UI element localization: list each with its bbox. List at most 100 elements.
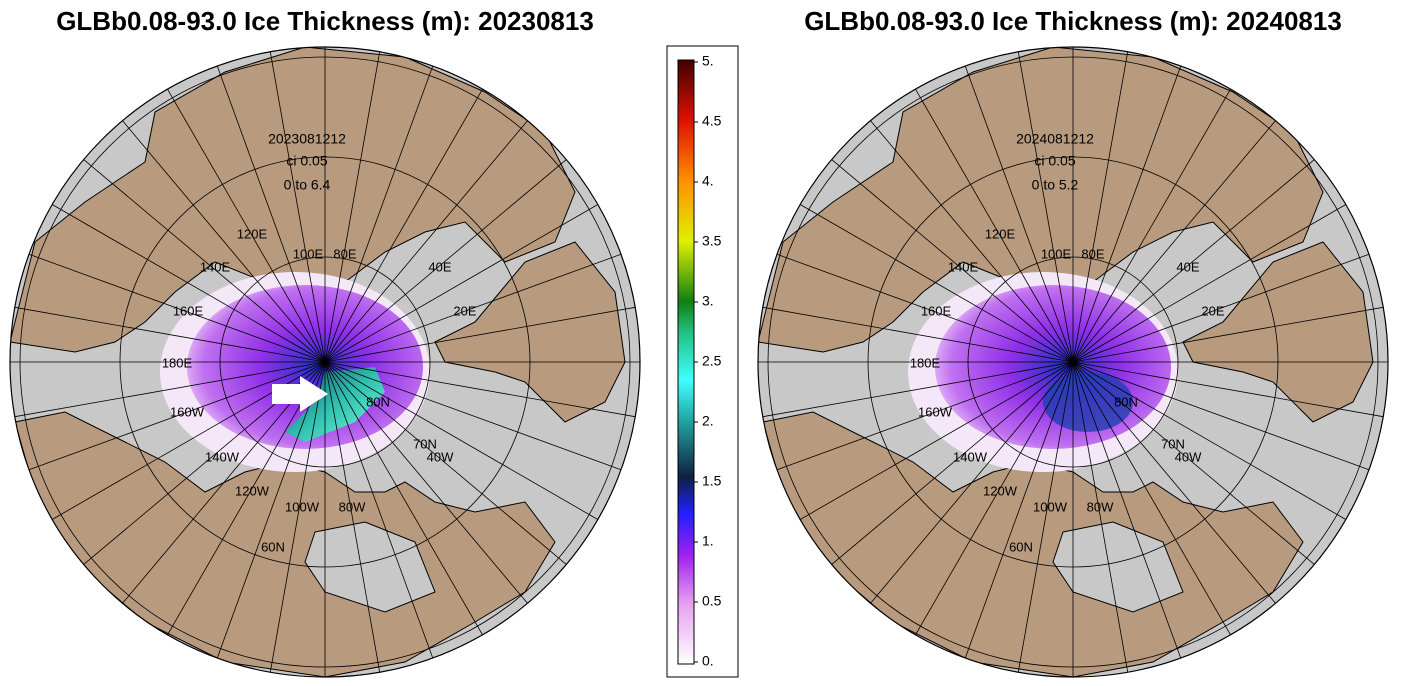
parallel (967, 256, 1179, 468)
map: GLBb0.08-93.0 Ice Thickness (m): 2023081… (9, 6, 641, 678)
meridian (324, 361, 528, 604)
colorbar-tick-label: 5. (702, 53, 714, 69)
graticule-label: 60N (261, 539, 285, 554)
colorbar: 5. 4.5 4. 3.5 3. 2.5 2. 1.5 1. 0.5 0. (666, 45, 739, 678)
land (434, 241, 626, 423)
meridian (269, 361, 326, 673)
meridian (324, 204, 598, 363)
graticule-label: 120E (985, 226, 1016, 241)
meridian (324, 361, 567, 565)
meridian (1072, 120, 1276, 363)
graticule-label: 100E (293, 246, 324, 261)
graticule-label: 40W (427, 449, 454, 464)
meridian (216, 65, 326, 363)
meridian (324, 51, 381, 363)
graticule-label: 80W (1087, 499, 1114, 514)
map-border (9, 46, 641, 678)
map-body (10, 47, 640, 677)
meridian (1072, 204, 1346, 363)
parallel (867, 156, 1279, 568)
meridian (915, 89, 1074, 363)
graticule-label: 60N (1009, 539, 1033, 554)
meridian (324, 65, 434, 363)
meridian (1017, 361, 1074, 673)
graticule-label: 40E (1176, 259, 1199, 274)
range-label: 0 to 5.2 (1032, 177, 1079, 193)
meridian (269, 51, 326, 363)
graticule-label: 40E (428, 259, 451, 274)
meridian (83, 159, 326, 363)
graticule-label: 100E (1041, 246, 1072, 261)
maps: GLBb0.08-93.0 Ice Thickness (m): 2023081… (9, 6, 1389, 678)
ice-thick (1043, 372, 1133, 432)
graticule-label: 80N (1114, 394, 1138, 409)
graticule-label: 40W (1175, 449, 1202, 464)
graticule-label: 160W (918, 404, 953, 419)
meridian (324, 120, 528, 363)
meridian (1072, 89, 1231, 363)
meridian (324, 159, 567, 363)
colorbar-tick-label: 1.5 (702, 473, 722, 489)
meridian (964, 65, 1074, 363)
graticule-label: 70N (413, 436, 437, 451)
colorbar-tick-label: 4. (702, 173, 714, 189)
graticule-label: 180E (910, 355, 941, 370)
meridian (915, 361, 1074, 635)
arrow (272, 376, 328, 412)
map: GLBb0.08-93.0 Ice Thickness (m): 2024081… (757, 6, 1389, 678)
meridian (1072, 361, 1346, 520)
meridian (28, 253, 326, 363)
meridian (28, 361, 326, 471)
graticule-label: 140W (205, 449, 240, 464)
meridian (870, 120, 1074, 363)
graticule-label: 120W (235, 483, 270, 498)
meridian (964, 361, 1074, 659)
meridian (1072, 65, 1182, 363)
meridian (1072, 51, 1129, 363)
hudson-bay (304, 521, 436, 613)
colorbar-tick-label: 0.5 (702, 593, 722, 609)
map-title: GLBb0.08-93.0 Ice Thickness (m): 2023081… (56, 6, 594, 36)
meridian (1017, 51, 1074, 363)
meridian (167, 361, 326, 635)
graticule-label: 80E (333, 246, 356, 261)
meridian (167, 89, 326, 363)
meridian (14, 361, 326, 418)
ci-label: ci 0.05 (1034, 153, 1075, 169)
meridian (776, 361, 1074, 471)
meridian (1072, 306, 1384, 363)
land (10, 47, 576, 353)
colorbar-tick-label: 3. (702, 293, 714, 309)
meridian (122, 120, 326, 363)
colorbar-tick-label: 3.5 (702, 233, 722, 249)
meridian (800, 204, 1074, 363)
colorbar-tick-label: 2.5 (702, 353, 722, 369)
hudson-bay (1052, 521, 1184, 613)
colorbar-tick-label: 0. (702, 653, 714, 669)
graticule-label: 120W (983, 483, 1018, 498)
meridian (324, 361, 434, 659)
graticule-label: 140E (200, 259, 231, 274)
meridian (762, 361, 1074, 418)
meridian (831, 361, 1074, 565)
date-label: 2023081212 (268, 131, 346, 147)
colorbar-gradient (677, 59, 695, 665)
meridian (14, 306, 326, 363)
date-label: 2024081212 (1016, 131, 1094, 147)
meridian (216, 361, 326, 659)
meridian (1072, 361, 1370, 471)
graticule-label: 70N (1161, 436, 1185, 451)
graticule-label: 160E (173, 303, 204, 318)
meridian (762, 306, 1074, 363)
parallel (19, 56, 631, 668)
meridian (324, 89, 483, 363)
land (1182, 241, 1374, 423)
map-body (758, 47, 1388, 677)
graticule-label: 120E (237, 226, 268, 241)
graticule-label: 80E (1081, 246, 1104, 261)
graticule-label: 180E (162, 355, 193, 370)
graticule-label: 160E (921, 303, 952, 318)
range-label: 0 to 6.4 (284, 177, 331, 193)
graticule-label: 80N (366, 394, 390, 409)
